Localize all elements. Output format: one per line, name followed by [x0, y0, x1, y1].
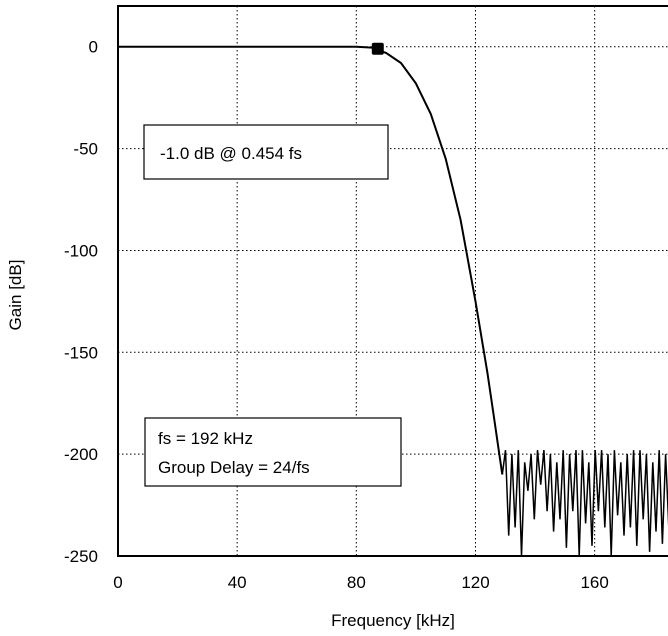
x-tick-label-160: 160: [580, 573, 608, 592]
passband-edge-marker: [371, 42, 384, 55]
y-tick-label--150: -150: [64, 343, 98, 362]
x-tick-label-120: 120: [461, 573, 489, 592]
y-tick-label--100: -100: [64, 241, 98, 260]
y-tick-label-0: 0: [89, 38, 98, 57]
x-tick-label-40: 40: [228, 573, 247, 592]
fs-annotation-line1: fs = 192 kHz: [158, 429, 253, 448]
y-tick-label--250: -250: [64, 547, 98, 566]
passband-annotation-box: [143, 124, 389, 180]
plot-border: [117, 5, 668, 557]
y-tick-label--200: -200: [64, 445, 98, 464]
y-tick-label--50: -50: [73, 140, 98, 159]
tick-labels: 0 40 80 120 160 0 -50 -100 -150 -200 -250: [64, 38, 609, 592]
fs-annotation: fs = 192 kHz Group Delay = 24/fs: [144, 417, 402, 487]
x-tick-label-0: 0: [113, 573, 122, 592]
response-curve-group: [118, 42, 668, 557]
x-tick-label-80: 80: [347, 573, 366, 592]
y-axis-label: Gain [dB]: [6, 260, 25, 331]
x-axis-label: Frequency [kHz]: [331, 611, 455, 630]
fs-annotation-line2: Group Delay = 24/fs: [158, 458, 310, 477]
plot-frame: [117, 5, 668, 557]
stopband-ripple: [501, 450, 668, 557]
fs-annotation-box: [144, 417, 402, 487]
passband-annotation: -1.0 dB @ 0.454 fs: [143, 124, 389, 180]
passband-annotation-text: -1.0 dB @ 0.454 fs: [160, 144, 302, 163]
response-curve: [118, 45, 504, 475]
